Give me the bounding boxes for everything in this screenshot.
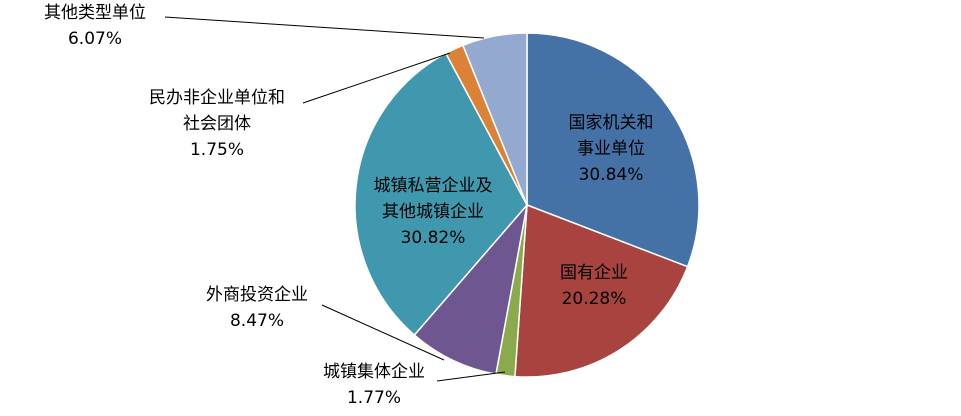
slice-3-percent-label: 8.47% — [230, 311, 284, 331]
slice-0-percent-label: 30.84% — [579, 165, 644, 185]
slice-2-percent-label: 1.77% — [347, 388, 401, 408]
slice-4-wedge — [354, 52, 528, 337]
slice-0-wedge — [526, 32, 700, 268]
slice-1-name-label: 国有企业 — [560, 263, 628, 283]
slice-3-leader-line — [321, 304, 445, 361]
slice-5-percent-label: 1.75% — [190, 140, 244, 160]
slice-1-wedge — [514, 203, 689, 378]
slice-0-name-label: 国家机关和 — [569, 113, 654, 133]
slice-0-name-label: 事业单位 — [577, 139, 645, 159]
slice-4-percent-label: 30.82% — [401, 228, 466, 248]
slice-5-name-label: 民办非企业单位和 — [149, 88, 285, 108]
slice-6-leader-line — [164, 16, 485, 39]
slice-2-leader-line — [436, 371, 506, 382]
slice-5-name-label: 社会团体 — [183, 114, 251, 134]
slice-4-name-label: 城镇私营企业及 — [374, 176, 493, 196]
slice-6-name-label: 其他类型单位 — [44, 3, 146, 23]
slice-5-leader-line — [302, 52, 451, 104]
slice-6-wedge — [462, 32, 528, 206]
pie-slices — [354, 32, 700, 378]
slice-3-name-label: 外商投资企业 — [206, 285, 308, 305]
slice-1-percent-label: 20.28% — [562, 289, 627, 309]
slice-2-name-label: 城镇集体企业 — [323, 362, 425, 382]
slice-6-percent-label: 6.07% — [68, 29, 122, 49]
slice-4-name-label: 其他城镇企业 — [382, 202, 484, 222]
